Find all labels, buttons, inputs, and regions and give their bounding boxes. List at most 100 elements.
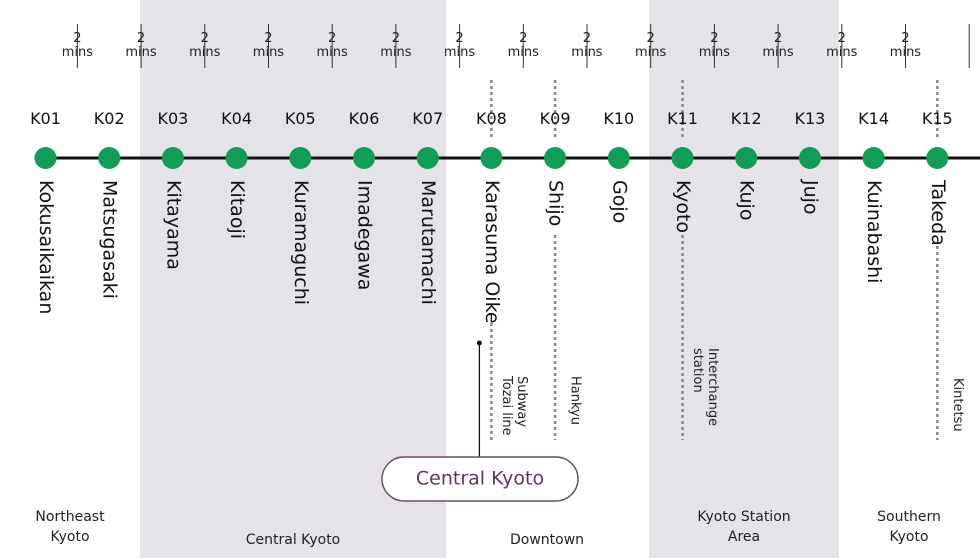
travel-time-value: 2 [647,31,655,46]
travel-time-value: 2 [519,31,527,46]
station-k10[interactable]: K10 Gojo [603,109,634,223]
zone-label-line: Kyoto [889,529,928,545]
travel-time-value: 2 [264,31,272,46]
travel-time-unit: mins [125,45,157,60]
travel-time-unit: mins [189,45,221,60]
station-code: K12 [731,109,762,128]
station-dot[interactable] [353,147,375,169]
travel-time-unit: mins [444,45,476,60]
station-code: K15 [922,109,953,128]
zone-label-line: Southern [877,509,941,525]
station-dot[interactable] [416,147,439,169]
travel-time-unit: mins [762,45,794,60]
travel-time-unit: mins [380,45,412,60]
station-name: Karasuma Oike [481,180,503,324]
station-code: K10 [603,109,634,128]
connection-line-name: Tozai line [499,375,514,436]
station-code: K07 [412,109,443,128]
station-k02[interactable]: K02 Matsugasaki [94,109,125,299]
station-dot[interactable] [671,147,694,169]
station-code: K01 [30,109,61,128]
connection-line-name: Interchange [705,348,720,426]
station-name: Kyoto [672,180,694,233]
callout-central-kyoto[interactable]: Central Kyoto [381,456,579,502]
travel-time-unit: mins [826,45,858,60]
station-k03[interactable]: K03 Kitayama [157,109,188,270]
zone-label-line: Area [728,529,760,545]
station-dot[interactable] [289,147,312,169]
station-k07[interactable]: K07 Marutamachi [412,109,443,305]
station-k01[interactable]: K01 Kokusaikaikan [30,109,61,314]
station-dot[interactable] [480,147,503,169]
station-dot[interactable] [161,147,184,169]
travel-time-unit: mins [62,45,94,60]
connection-line-name: Kintetsu [950,378,965,432]
station-code: K02 [94,109,125,128]
connection-line-name: Subway [514,376,529,427]
station-k05[interactable]: K05 Kuramaguchi [285,109,316,305]
station-code: K03 [157,109,188,128]
station-k11[interactable]: K11 Kyoto [667,109,698,233]
station-k15[interactable]: K15 Takeda [922,109,953,246]
station-name: Jujo [799,179,821,215]
station-dot[interactable] [607,147,630,169]
callout-label: Central Kyoto [416,468,544,490]
station-k14[interactable]: K14 Kuinabashi [858,109,889,283]
station-name: Shijo [545,180,567,226]
station-name: Takeda [927,179,949,246]
travel-time-value: 2 [328,31,336,46]
zone-label: Kyoto Station Area [697,509,790,545]
station-code: K13 [794,109,825,128]
connection-note: Kintetsu [950,378,965,432]
callout-pill[interactable] [381,456,579,502]
travel-time-value: 2 [137,31,145,46]
station-code: K05 [285,109,316,128]
station-dot[interactable] [798,147,821,169]
station-k06[interactable]: K06 Imadegawa [349,109,380,290]
station-k09[interactable]: K09 Shijo [540,109,571,226]
station-k08[interactable]: K08 Karasuma Oike [476,109,507,324]
zone-label-line: Kyoto Station [697,509,790,525]
station-dot[interactable] [34,147,57,169]
station-dot[interactable] [225,147,248,169]
station-dot[interactable] [98,147,121,169]
station-k04[interactable]: K04 Kitaoji [221,109,252,239]
station-dot[interactable] [735,147,758,169]
station-dot[interactable] [862,147,885,169]
connection-note: Hankyu [568,376,583,425]
zone-label-line: Kyoto [50,529,89,545]
station-name: Kokusaikaikan [35,180,57,314]
travel-time-value: 2 [838,31,846,46]
station-k13[interactable]: K13 Jujo [794,109,825,215]
station-k12[interactable]: K12 Kujo [731,109,762,220]
travel-time-unit: mins [253,45,285,60]
zone-label: Central Kyoto [246,532,341,548]
travel-time-unit: mins [890,45,922,60]
travel-time-value: 2 [73,31,81,46]
station-code: K14 [858,109,889,128]
station-code: K11 [667,109,698,128]
station-dot[interactable] [926,147,949,169]
station-dot[interactable] [544,147,567,169]
zone-label-line: Downtown [510,532,584,548]
zone-label: Downtown [510,532,584,548]
connection-line-name: station [690,348,705,393]
zone-label: Southern Kyoto [877,509,941,545]
travel-time-unit: mins [635,45,667,60]
station-name: Kujo [736,180,758,220]
station-name: Kuinabashi [863,180,885,283]
travel-time-value: 2 [455,31,463,46]
